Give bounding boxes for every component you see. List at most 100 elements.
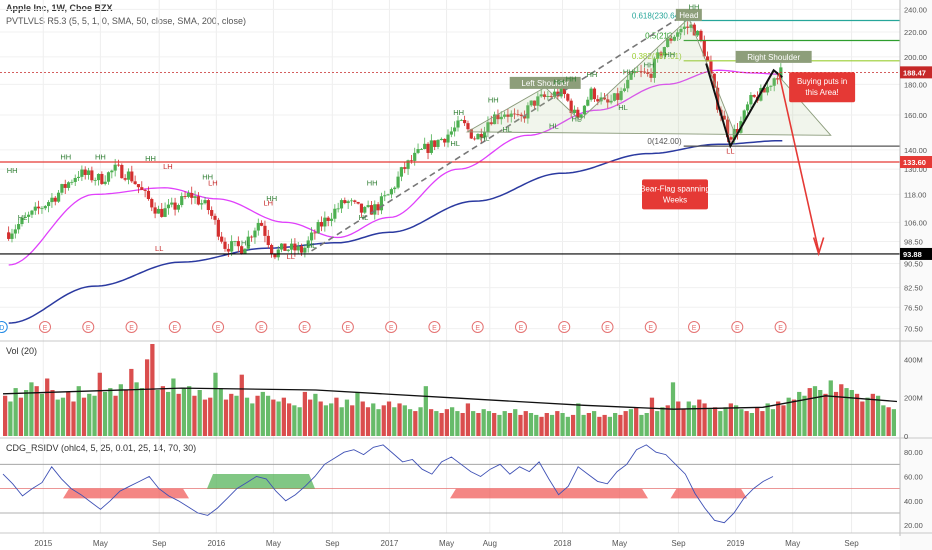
volume-bar [728, 403, 733, 436]
candle-body [203, 200, 207, 204]
earnings-marker [39, 321, 51, 333]
volume-bar [281, 397, 286, 436]
volume-bar [8, 401, 13, 436]
volume-bar [644, 413, 649, 436]
volume-bar [344, 399, 350, 436]
candle-body [729, 137, 733, 140]
pivot-label: HL [502, 125, 512, 134]
volume-bar [691, 405, 697, 436]
candle-body [23, 216, 27, 218]
candle-body [443, 138, 447, 143]
volume-bar [755, 407, 760, 436]
volume-bar [213, 372, 218, 436]
volume-bar [791, 399, 797, 436]
candle-body [316, 222, 320, 234]
candle-body [609, 100, 613, 103]
candle-body [489, 122, 493, 125]
projection-arrow [778, 72, 820, 252]
candle-body [396, 176, 400, 188]
volume-bar [144, 359, 150, 436]
candle-body [186, 192, 190, 197]
volume-bar [428, 409, 434, 436]
candle-body [126, 171, 131, 180]
volume-bar [360, 401, 365, 436]
candle-body [483, 131, 487, 138]
candle-body [662, 47, 666, 56]
candle-body [163, 208, 167, 217]
candle-body [562, 86, 567, 95]
price-badge-label: 188.47 [903, 68, 926, 77]
volume-bar [686, 401, 691, 436]
candle-body [572, 109, 577, 114]
pivot-label: HL [307, 241, 317, 250]
volume-bar [87, 393, 92, 436]
candle-body [516, 114, 520, 115]
volume-bar [507, 413, 513, 436]
volume-bar [218, 388, 223, 436]
price-tick-label: 106.00 [904, 218, 927, 227]
event-marker-label: E [172, 325, 177, 332]
candle-body [423, 143, 427, 150]
time-tick-label: Sep [671, 539, 686, 548]
candle-body [619, 91, 623, 100]
candle-body [706, 56, 710, 62]
volume-bar [150, 344, 155, 436]
volume-bar [849, 390, 854, 436]
pivot-label: HH [7, 166, 18, 175]
volume-bar [891, 409, 896, 436]
price-badge-label: 133.60 [903, 158, 926, 167]
volume-bar [513, 409, 518, 436]
candle-body [373, 204, 377, 215]
candle-body [40, 208, 44, 210]
candle-body [27, 214, 31, 217]
candle-body [343, 200, 347, 204]
candle-body [230, 241, 234, 252]
volume-bar [828, 380, 833, 436]
price-tick-label: 90.50 [904, 260, 923, 269]
earnings-marker [298, 321, 311, 333]
candle-body [639, 71, 643, 72]
volume-bar [265, 395, 271, 436]
candle-body [140, 187, 144, 190]
volume-bar [770, 409, 776, 436]
volume-bar [602, 414, 607, 436]
volume-bar [286, 403, 292, 436]
volume-bar [381, 405, 386, 436]
volume-bar [234, 395, 239, 436]
volume-bar [749, 413, 755, 436]
volume-bar [123, 390, 129, 436]
volume-bar [875, 395, 881, 436]
earnings-marker [212, 321, 225, 333]
volume-bar [681, 409, 686, 436]
volume-bar [581, 414, 586, 436]
volume-bar [744, 411, 749, 436]
pivot-label: LL [287, 252, 295, 261]
candle-body [696, 30, 700, 36]
candle-body [436, 140, 440, 147]
candle-body [133, 181, 137, 185]
candle-body [53, 197, 57, 202]
fib-level-label: 0.5(213...) [645, 31, 682, 40]
candle-body [742, 110, 746, 122]
candle-body [725, 119, 730, 138]
sma-50-line [8, 69, 783, 266]
candle-body [433, 140, 437, 147]
candle-body [236, 241, 240, 247]
volume-bar [497, 414, 502, 436]
pivot-label: HH [689, 2, 700, 11]
volume-bar [34, 386, 39, 436]
dividend-marker [0, 321, 8, 333]
candle-body [532, 100, 537, 106]
pattern-label-text: Right Shoulder [747, 53, 800, 62]
price-badge [900, 66, 932, 79]
pivot-label: HH [367, 179, 378, 188]
candle-body [299, 246, 304, 253]
volume-bar [423, 386, 428, 436]
candle-body [46, 202, 51, 207]
volume-bar [392, 407, 397, 436]
candle-body [173, 202, 177, 210]
volume-bar [760, 411, 765, 436]
candle-body [669, 38, 673, 41]
candle-body [775, 78, 780, 80]
